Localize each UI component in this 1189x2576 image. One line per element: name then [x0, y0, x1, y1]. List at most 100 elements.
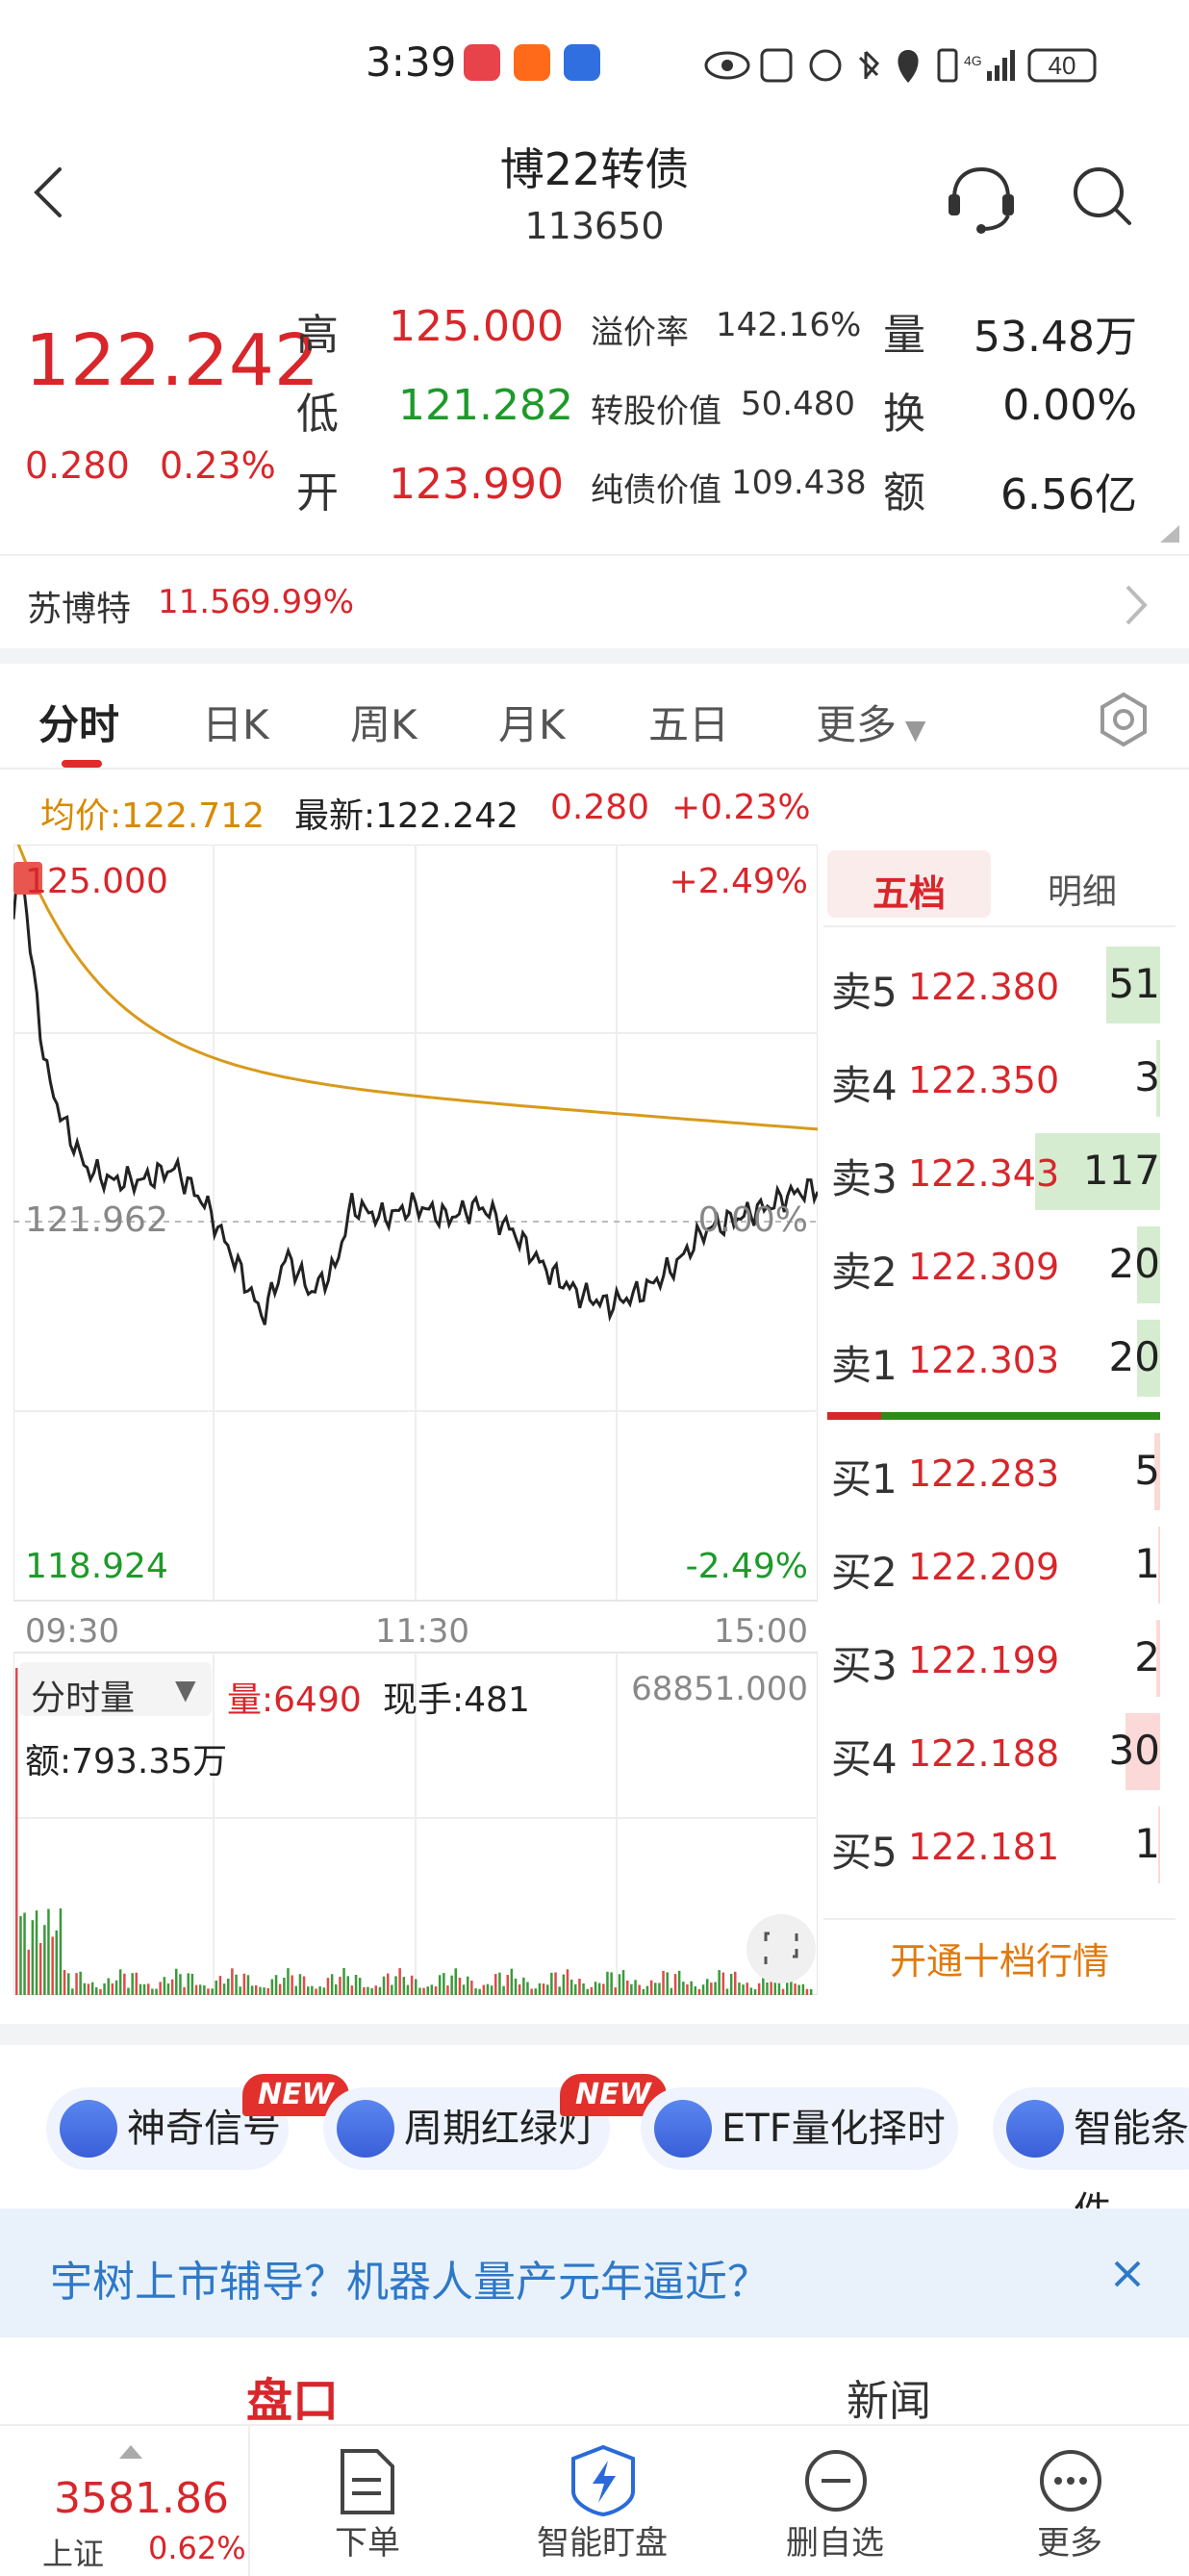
level-volume: 20	[1108, 1333, 1160, 1380]
chip-etf-quant[interactable]: ETF量化择时	[641, 2087, 958, 2170]
bid-row[interactable]: 买3 122.199 2	[823, 1614, 1176, 1701]
latest-price: 最新:122.242	[294, 796, 519, 836]
level-label: 卖2	[831, 1249, 898, 1296]
volume-bar	[283, 1978, 286, 1995]
tab-market-depth[interactable]: 盘口	[246, 2374, 340, 2428]
volume-bar	[294, 1985, 297, 1995]
tab-news[interactable]: 新闻	[847, 2377, 931, 2426]
volume-depth-bar	[1158, 1527, 1160, 1604]
remove-watchlist-button[interactable]: 删自选	[739, 2426, 931, 2576]
dropdown-caret-icon: ▼	[175, 1674, 196, 1705]
index-value: 3581.86	[54, 2474, 229, 2523]
axis-top-price: 125.000	[25, 862, 168, 901]
volume-bar	[566, 1969, 569, 1995]
volume-bar	[38, 1943, 42, 1995]
tab-intraday[interactable]: 分时	[38, 701, 120, 748]
volume-bar	[218, 1976, 222, 1995]
volume-bar	[367, 1986, 369, 1995]
fullscreen-icon	[764, 1932, 798, 1964]
ask-row[interactable]: 卖3 122.343 117	[823, 1127, 1176, 1214]
tab-daily-k[interactable]: 日K	[202, 701, 269, 748]
high-label: 高	[296, 311, 339, 360]
volume-bar	[391, 1984, 393, 1995]
ask-row[interactable]: 卖1 122.303 20	[823, 1314, 1176, 1401]
more-button[interactable]: 更多	[974, 2426, 1166, 2576]
volume-bar	[402, 1977, 406, 1995]
status-time: 3:39	[366, 38, 457, 86]
bid-row[interactable]: 买1 122.283 5	[823, 1427, 1176, 1514]
tab-weekly-k[interactable]: 周K	[350, 701, 417, 748]
volume-bar	[781, 1988, 785, 1995]
tab-monthly-k[interactable]: 月K	[498, 701, 566, 748]
tab-more[interactable]: 更多 ▼	[816, 693, 925, 751]
more-label: 更多	[1037, 2524, 1102, 2563]
volume-bar	[430, 1984, 434, 1995]
intraday-chart[interactable]: 125.000 +2.49% 121.962 0.00% 118.924 -2.…	[13, 845, 818, 1995]
level-label: 买3	[831, 1642, 898, 1689]
bid-row[interactable]: 买5 122.181 1	[823, 1801, 1176, 1887]
level-volume: 5	[1134, 1447, 1160, 1494]
index-ticker[interactable]: 3581.86 上证 0.62%	[0, 2426, 250, 2576]
chip-magic-signal[interactable]: 神奇信号 NEW	[46, 2074, 349, 2170]
index-pct: 0.62%	[148, 2530, 246, 2566]
tab-five-level[interactable]: 五档	[827, 850, 991, 918]
chip-smart-condition[interactable]: 智能条件	[993, 2087, 1189, 2234]
volume-bar	[757, 1983, 761, 1995]
bid-row[interactable]: 买2 122.209 1	[823, 1521, 1176, 1607]
amount-now: 额:793.35万	[25, 1742, 228, 1781]
fullscreen-button[interactable]	[746, 1914, 816, 1983]
chip-cycle-light[interactable]: 周期红绿灯 NEW	[323, 2074, 667, 2170]
close-icon[interactable]	[1112, 2259, 1143, 2289]
ask-row[interactable]: 卖5 122.380 51	[823, 941, 1176, 1027]
bid-ratio-bar	[881, 1412, 1160, 1420]
volume-bar	[71, 1988, 74, 1995]
order-button[interactable]: 下单	[271, 2426, 464, 2576]
level-volume: 20	[1108, 1240, 1160, 1287]
back-icon[interactable]	[25, 164, 73, 221]
tab-five-day[interactable]: 五日	[648, 701, 730, 748]
volume-bar	[762, 1977, 765, 1995]
volume-bar	[127, 1987, 130, 1995]
volume-bar	[714, 1982, 717, 1995]
volume-bar	[470, 1981, 473, 1995]
price-line	[13, 865, 818, 1326]
ask-row[interactable]: 卖4 122.350 3	[823, 1034, 1176, 1121]
level-volume: 51	[1108, 960, 1160, 1007]
volume-bar	[697, 1988, 701, 1995]
level-price: 122.309	[908, 1246, 1060, 1288]
smart-watch-button[interactable]: 智能盯盘	[506, 2426, 698, 2576]
ask-row[interactable]: 卖2 122.309 20	[823, 1221, 1176, 1307]
volume-max: 68851.000	[631, 1670, 808, 1708]
expand-corner-icon[interactable]	[1158, 523, 1181, 544]
volume-bar	[597, 1983, 601, 1995]
volume-bar	[131, 1973, 134, 1995]
volume-bar	[363, 1986, 366, 1995]
settings-icon[interactable]	[1095, 691, 1152, 748]
volume-depth-bar	[1154, 1433, 1160, 1510]
tab-details[interactable]: 明细	[1000, 850, 1164, 918]
volume-bar	[227, 1978, 230, 1995]
volume-bar	[770, 1981, 772, 1995]
open-ten-level-button[interactable]: 开通十档行情	[889, 1940, 1109, 1983]
page-title: 博22转债	[499, 143, 690, 195]
volume-bar	[215, 1981, 217, 1995]
volume-bar	[231, 1968, 234, 1995]
related-stock-row[interactable]: 苏博特 11.56 9.99%	[0, 554, 1189, 650]
volume-bar	[266, 1987, 269, 1995]
volume-bar	[486, 1983, 490, 1995]
volume-bar	[618, 1974, 621, 1995]
search-icon[interactable]	[1070, 164, 1137, 231]
volume-bar	[23, 1912, 26, 1995]
volume-bar	[450, 1975, 453, 1995]
axis-top-pct: +2.49%	[669, 862, 808, 901]
volume-bar	[155, 1988, 158, 1995]
volume-bar	[179, 1974, 182, 1995]
volume-bar	[207, 1988, 210, 1995]
volume-bar	[211, 1988, 214, 1995]
promo-banner[interactable]: 宇树上市辅导？机器人量产元年逼近？	[0, 2209, 1189, 2337]
customer-service-icon[interactable]	[945, 162, 1018, 235]
volume-bar	[339, 1977, 342, 1995]
volume-indicator-selector[interactable]: 分时量 ▼	[19, 1662, 212, 1718]
volume-bar	[170, 1979, 174, 1995]
bid-row[interactable]: 买4 122.188 30	[823, 1707, 1176, 1794]
